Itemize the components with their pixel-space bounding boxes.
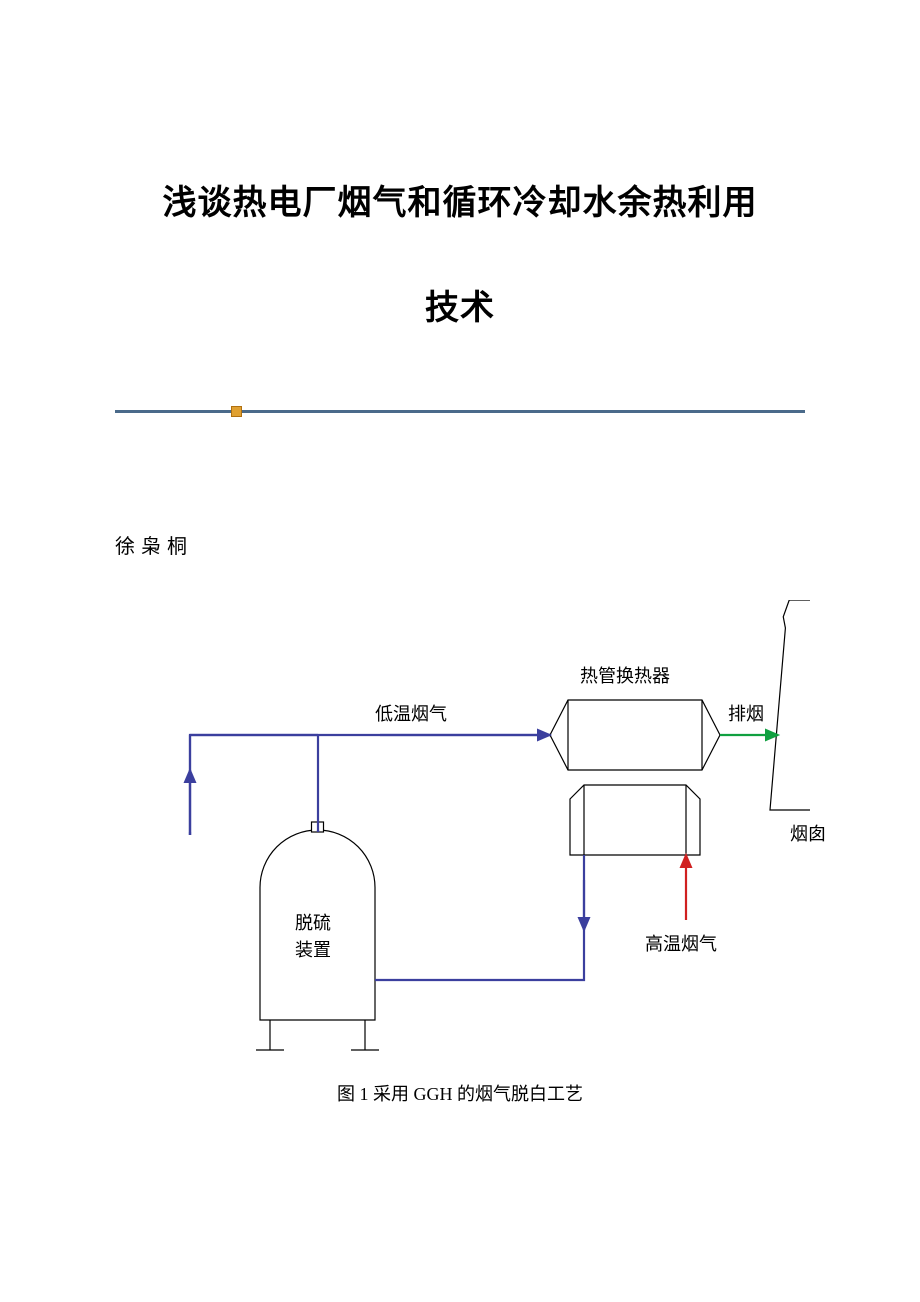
label-desulfur: 脱硫 装置 bbox=[295, 910, 331, 964]
label-chimney: 烟囱 bbox=[790, 820, 826, 846]
document-page: 浅谈热电厂烟气和循环冷却水余热利用 技术 徐枭桐 热管换热器烟囱脱硫 装置 低温烟… bbox=[0, 0, 920, 1302]
label-low-temp-gas: 低温烟气 bbox=[375, 700, 447, 726]
title-line-1: 浅谈热电厂烟气和循环冷却水余热利用 bbox=[0, 175, 920, 224]
title-line-2: 技术 bbox=[0, 280, 920, 329]
label-exhaust: 排烟 bbox=[728, 700, 764, 726]
process-diagram bbox=[130, 600, 810, 1070]
label-heat-exchanger: 热管换热器 bbox=[580, 662, 670, 688]
label-high-temp-gas: 高温烟气 bbox=[645, 930, 717, 956]
author-name: 徐枭桐 bbox=[115, 530, 193, 559]
divider-bead-icon bbox=[232, 407, 241, 416]
divider-bar bbox=[115, 410, 805, 413]
figure-caption: 图 1 采用 GGH 的烟气脱白工艺 bbox=[0, 1080, 920, 1106]
